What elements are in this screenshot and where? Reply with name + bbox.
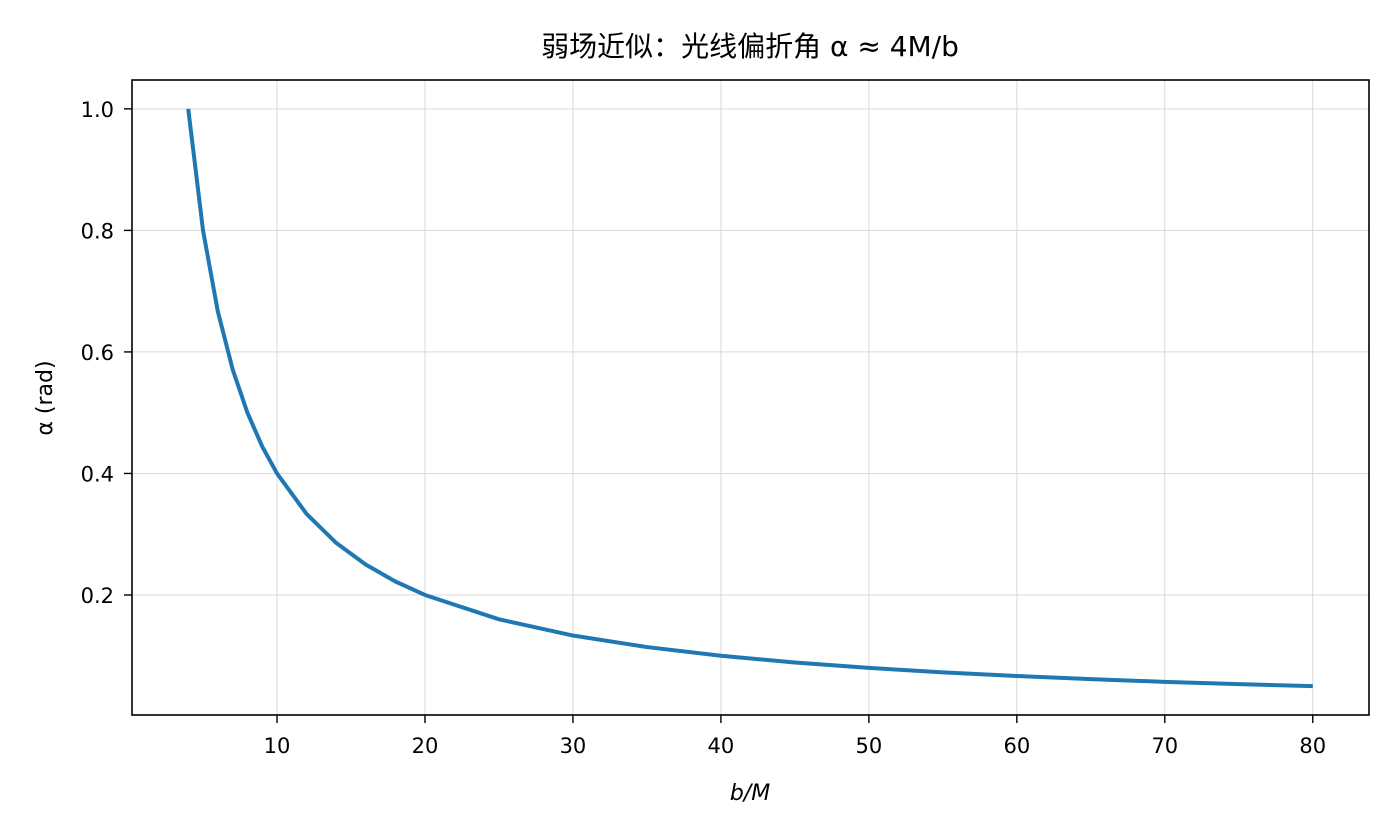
x-tick-label: 10 — [264, 734, 291, 758]
y-tick-label: 1.0 — [81, 98, 114, 122]
series-line — [186, 108, 1313, 689]
y-tick-label: 0.2 — [81, 584, 114, 608]
grid-layer — [132, 80, 1369, 715]
y-tick-label: 0.4 — [81, 462, 114, 486]
tick-layer: 10 20 30 40 50 60 70 80 0.2 0.4 0.6 0.8 1.0 — [81, 98, 1327, 758]
x-tick-label: 30 — [560, 734, 587, 758]
y-tick-label: 0.8 — [81, 219, 114, 243]
x-tick-label: 80 — [1299, 734, 1326, 758]
x-tick-label: 20 — [412, 734, 439, 758]
x-axis-label: b/M — [730, 781, 770, 806]
x-tick-label: 50 — [856, 734, 883, 758]
y-tick-label: 0.6 — [81, 341, 114, 365]
x-tick-label: 60 — [1003, 734, 1030, 758]
chart-title: 弱场近似：光线偏折角 α ≈ 4M/b — [541, 30, 959, 63]
x-tick-label: 70 — [1151, 734, 1178, 758]
series-layer — [186, 108, 1313, 689]
y-axis-label: α (rad) — [33, 360, 58, 435]
x-tick-label: 40 — [708, 734, 735, 758]
plot-area-frame — [131, 79, 1370, 716]
